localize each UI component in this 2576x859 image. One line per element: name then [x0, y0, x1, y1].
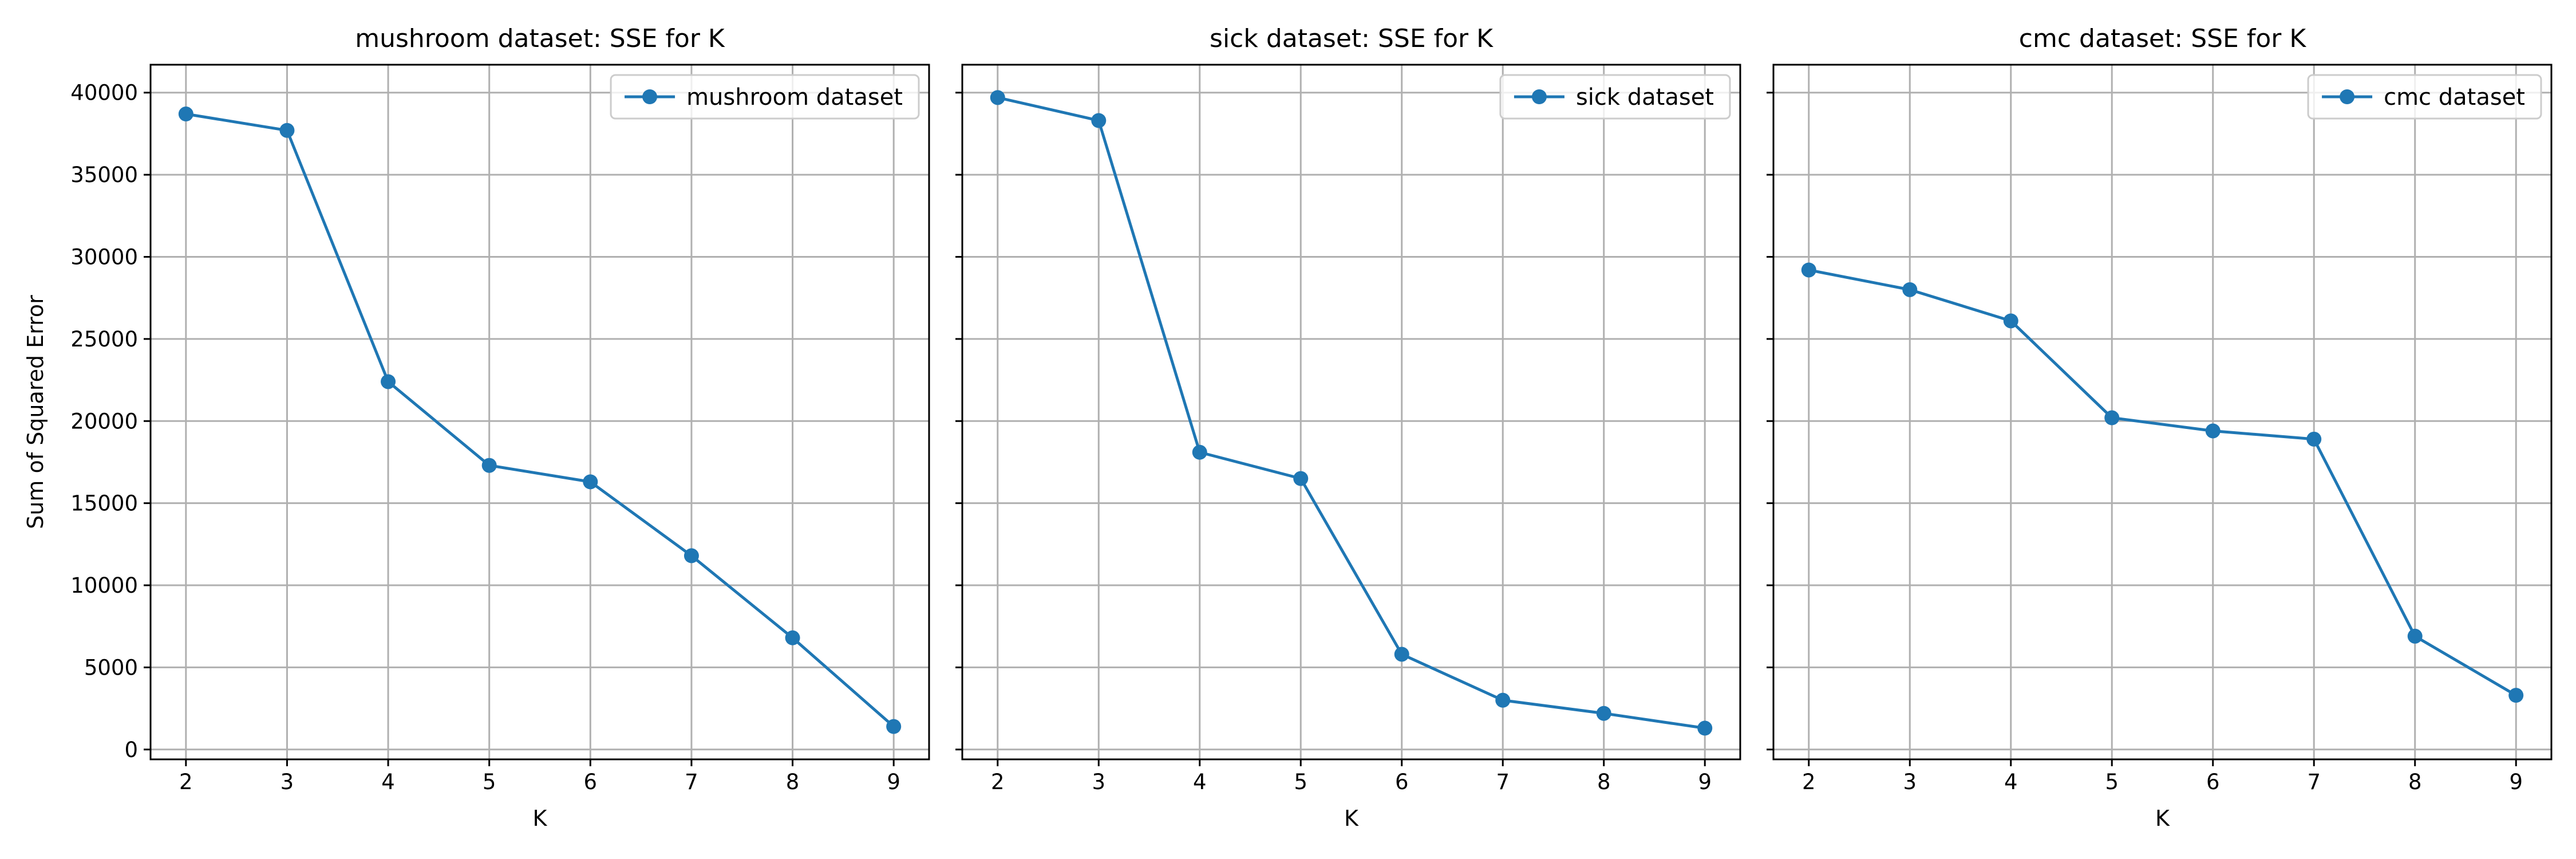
- y-tick-label: 30000: [70, 245, 138, 270]
- subplot-title: sick dataset: SSE for K: [1210, 24, 1494, 53]
- x-tick-label: 7: [1496, 770, 1510, 794]
- x-tick-label: 9: [2509, 770, 2523, 794]
- data-point: [2306, 431, 2322, 447]
- legend-marker-swatch: [2340, 89, 2355, 104]
- axes-frame: [961, 64, 1741, 761]
- x-tick-label: 4: [381, 770, 395, 794]
- x-axis-label: K: [533, 806, 548, 831]
- x-tick-label: 2: [1802, 770, 1816, 794]
- y-tick-label: 40000: [70, 81, 138, 105]
- y-tick-label: 10000: [70, 573, 138, 598]
- data-point: [1902, 282, 1918, 297]
- x-axis-label: K: [1344, 806, 1359, 831]
- data-point: [583, 474, 598, 490]
- legend-box: [2307, 74, 2542, 120]
- data-point: [1596, 706, 1611, 721]
- legend-label: cmc dataset: [2384, 84, 2525, 111]
- data-point: [178, 107, 193, 122]
- data-point: [2407, 628, 2423, 644]
- x-tick-label: 9: [1698, 770, 1712, 794]
- legend-label: mushroom dataset: [686, 84, 903, 111]
- x-tick-label: 6: [1395, 770, 1409, 794]
- data-point: [1192, 444, 1207, 460]
- subplot-cmc: cmc dataset: SSE for K K cmc dataset 2 3 4…: [1767, 24, 2553, 831]
- legend-box: [610, 74, 920, 120]
- y-tick-label: 25000: [70, 327, 138, 352]
- data-point: [481, 458, 497, 473]
- axes-frame: [1772, 64, 2553, 761]
- data-point: [1091, 113, 1107, 128]
- data-point: [1394, 647, 1409, 662]
- series-line: [997, 96, 1705, 730]
- x-tick-label: 5: [483, 770, 496, 794]
- data-point: [2205, 423, 2221, 439]
- x-tick-label: 8: [786, 770, 800, 794]
- grid: [151, 65, 929, 759]
- x-tick-label: 7: [2307, 770, 2321, 794]
- x-tick-label: 5: [2105, 770, 2119, 794]
- data-point: [1801, 262, 1816, 278]
- x-tick-label: 9: [887, 770, 900, 794]
- y-tick-label: 35000: [70, 163, 138, 187]
- subplot-title: cmc dataset: SSE for K: [2019, 24, 2307, 53]
- series-line: [1808, 268, 2517, 697]
- legend-marker-swatch: [1531, 89, 1547, 104]
- x-tick-label: 8: [1597, 770, 1611, 794]
- x-axis-label: K: [2155, 806, 2170, 831]
- legend-label: sick dataset: [1576, 84, 1714, 111]
- data-point: [886, 719, 902, 734]
- legend-marker-swatch: [642, 89, 658, 104]
- data-point: [381, 374, 396, 389]
- x-tick-label: 4: [2004, 770, 2018, 794]
- data-point: [1697, 720, 1713, 736]
- y-axis-label: Sum of Squared Error: [23, 295, 48, 529]
- x-tick-label: 3: [280, 770, 294, 794]
- data-point: [990, 90, 1005, 105]
- x-tick-label: 6: [2206, 770, 2220, 794]
- subplot-title: mushroom dataset: SSE for K: [355, 24, 725, 53]
- y-tick-label: 15000: [70, 491, 138, 516]
- x-tick-label: 4: [1193, 770, 1207, 794]
- data-point: [2104, 410, 2120, 425]
- x-tick-label: 8: [2408, 770, 2422, 794]
- subplot-sick: sick dataset: SSE for K K sick dataset 2…: [955, 24, 1741, 831]
- y-tick-label: 0: [124, 738, 138, 762]
- data-point: [279, 123, 295, 138]
- legend-box: [1499, 74, 1731, 120]
- data-point: [2003, 313, 2018, 329]
- x-tick-label: 3: [1903, 770, 1917, 794]
- data-point: [1293, 471, 1309, 486]
- axes-frame: [149, 64, 930, 761]
- x-tick-label: 6: [584, 770, 598, 794]
- data-point: [2508, 688, 2524, 703]
- x-tick-label: 2: [179, 770, 193, 794]
- x-tick-label: 3: [1092, 770, 1105, 794]
- x-tick-label: 5: [1294, 770, 1307, 794]
- data-point: [785, 630, 800, 645]
- x-tick-label: 2: [991, 770, 1005, 794]
- y-tick-label: 5000: [84, 655, 138, 680]
- x-tick-label: 7: [685, 770, 698, 794]
- data-point: [1495, 692, 1511, 708]
- y-tick-label: 20000: [70, 409, 138, 434]
- subplot-mushroom: mushroom dataset: SSE for K Sum of Squar…: [23, 24, 930, 831]
- data-point: [683, 548, 699, 564]
- series-line: [185, 112, 895, 728]
